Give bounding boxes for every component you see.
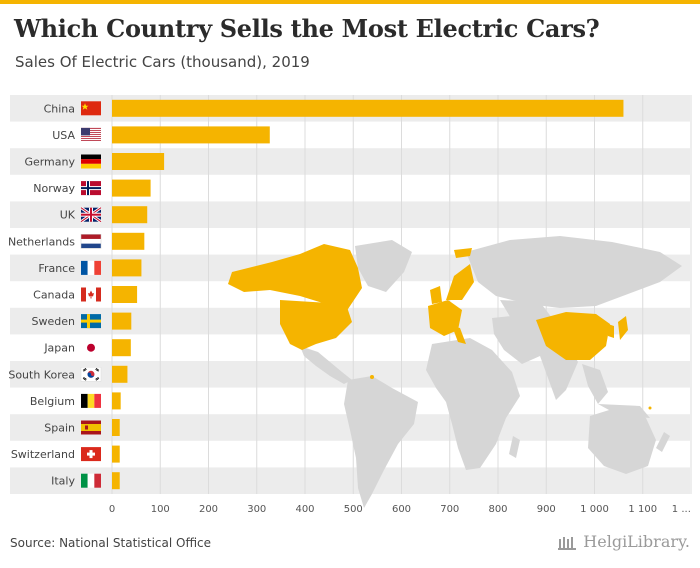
- map-australia: [588, 406, 656, 474]
- bar-group: [112, 99, 624, 490]
- canada-flag-icon: [81, 287, 101, 302]
- spain-flag-icon: [81, 420, 101, 435]
- map-uk-ireland: [430, 286, 442, 304]
- bar-france: [112, 259, 142, 277]
- map-japan: [618, 316, 628, 340]
- germany-flag-icon: [81, 154, 101, 169]
- south-korea-flag-icon: [80, 367, 102, 382]
- map-svalbard: [454, 248, 472, 258]
- category-label: South Korea: [8, 368, 75, 381]
- source-note: Source: National Statistical Office: [10, 536, 212, 550]
- map-norway-sweden: [446, 264, 474, 300]
- bar-uk: [112, 206, 148, 224]
- map-caribbean-dot: [370, 375, 374, 379]
- bar-norway: [112, 179, 151, 197]
- bar-south-korea: [112, 365, 128, 383]
- norway-flag-icon: [81, 181, 101, 196]
- map-usa: [280, 300, 352, 350]
- bar-switzerland: [112, 445, 120, 463]
- bar-japan: [112, 339, 131, 357]
- x-tick-label: 600: [392, 504, 411, 515]
- bar-canada: [112, 286, 138, 303]
- bar-italy: [112, 472, 120, 490]
- top-accent-line: [0, 0, 700, 4]
- map-korea: [608, 324, 614, 338]
- x-tick-label: 1 100: [628, 504, 657, 515]
- category-label: Canada: [33, 289, 75, 302]
- china-flag-icon: [81, 101, 101, 116]
- x-tick-label: 0: [109, 504, 115, 515]
- row-band: [10, 467, 690, 494]
- category-label: Netherlands: [8, 235, 75, 248]
- map-pacific-dot: [648, 406, 652, 410]
- map-new-zealand: [656, 432, 670, 452]
- bar-spain: [112, 419, 120, 436]
- world-map: [228, 236, 682, 508]
- brand-logo: HelgiLibrary.: [558, 532, 690, 551]
- x-tick-label: 500: [344, 504, 363, 515]
- category-label: China: [44, 102, 75, 115]
- italy-flag-icon: [81, 473, 101, 488]
- bar-china: [112, 99, 624, 117]
- library-icon: [558, 536, 577, 550]
- category-label: Sweden: [32, 315, 75, 328]
- map-russia: [466, 236, 682, 308]
- bar-germany: [112, 153, 165, 170]
- bar-netherlands: [112, 232, 145, 250]
- chart-subtitle: Sales Of Electric Cars (thousand), 2019: [15, 53, 310, 71]
- bar-sweden: [112, 312, 132, 330]
- category-label: France: [38, 262, 75, 275]
- category-label: USA: [52, 129, 75, 142]
- x-tick-label: 1 000: [580, 504, 609, 515]
- x-tick-label: 100: [151, 504, 170, 515]
- x-axis-ticks: 0 100 200 300 400 500 600 700 800 900 1 000 1 100 1 …: [109, 504, 691, 515]
- category-labels: China USA Germany Norway UK Netherlands France…: [8, 102, 76, 487]
- map-canada-alaska: [228, 244, 362, 312]
- category-label: Japan: [43, 342, 75, 355]
- switzerland-flag-icon: [81, 447, 101, 462]
- chart-title: Which Country Sells the Most Electric Ca…: [14, 14, 600, 43]
- uk-flag-icon: [80, 206, 102, 223]
- x-tick-label: 200: [199, 504, 218, 515]
- map-greenland: [355, 240, 412, 292]
- map-south-america: [344, 376, 418, 508]
- bar-belgium: [112, 392, 121, 410]
- x-tick-label: 900: [537, 504, 556, 515]
- x-tick-label: 400: [295, 504, 314, 515]
- flag-icons: [80, 101, 102, 488]
- belgium-flag-icon: [81, 393, 101, 408]
- map-middle-east: [492, 314, 548, 364]
- category-label: UK: [60, 209, 76, 222]
- netherlands-flag-icon: [80, 234, 102, 249]
- category-label: Belgium: [30, 395, 75, 408]
- japan-flag-icon: [81, 340, 101, 355]
- x-tick-label: 1 ...: [672, 504, 691, 515]
- map-madagascar: [509, 436, 520, 458]
- x-tick-label: 700: [440, 504, 459, 515]
- map-africa: [426, 338, 520, 470]
- sweden-flag-icon: [81, 314, 101, 329]
- category-label: Switzerland: [11, 448, 75, 461]
- france-flag-icon: [81, 260, 101, 275]
- category-label: Italy: [51, 475, 75, 488]
- x-tick-label: 300: [247, 504, 266, 515]
- category-label: Norway: [33, 182, 75, 195]
- brand-name: HelgiLibrary.: [583, 532, 690, 551]
- category-label: Spain: [44, 422, 75, 435]
- map-italy: [452, 326, 466, 344]
- bar-usa: [112, 126, 270, 144]
- x-tick-label: 800: [488, 504, 507, 515]
- usa-flag-icon: [81, 127, 101, 142]
- category-label: Germany: [24, 156, 75, 169]
- map-central-america: [300, 346, 352, 384]
- map-china: [536, 312, 610, 360]
- map-southeast-asia: [582, 364, 650, 418]
